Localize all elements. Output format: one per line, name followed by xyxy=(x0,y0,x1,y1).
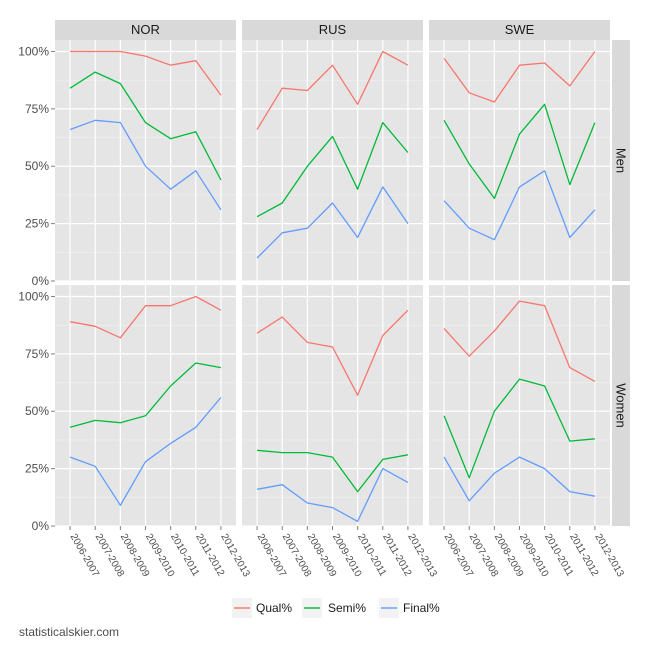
y-tick-label: 25% xyxy=(25,217,49,231)
facet-strip-rus xyxy=(242,20,423,40)
series-line-semi-swe-women xyxy=(443,378,595,479)
credit-text: statisticalskier.com xyxy=(19,625,119,639)
legend-label-semi: Semi% xyxy=(328,601,366,615)
facet-label-nor: NOR xyxy=(131,22,160,37)
y-tick-label: 25% xyxy=(25,462,49,476)
series-line-qual-swe-men xyxy=(443,51,596,103)
series-line-final-nor-women xyxy=(69,397,222,506)
y-tick-label: 50% xyxy=(25,404,49,418)
y-tick-label: 0% xyxy=(32,519,50,533)
facet-label-swe: SWE xyxy=(505,22,535,37)
facet-label-rus: RUS xyxy=(319,22,347,37)
series-line-qual-rus-women xyxy=(256,309,409,396)
series-line-qual-rus-men xyxy=(256,50,409,130)
facet-label-women: Women xyxy=(614,383,629,428)
facet-strip-men xyxy=(612,40,630,281)
legend-label-final: Final% xyxy=(403,601,440,615)
series-line-qual-nor-men xyxy=(70,50,222,96)
y-tick-label: 75% xyxy=(25,102,49,116)
series-line-final-swe-women xyxy=(443,456,596,502)
series-line-final-rus-women xyxy=(256,467,409,523)
series-line-final-swe-men xyxy=(443,170,596,241)
series-line-semi-rus-women xyxy=(257,449,409,493)
y-tick-label: 50% xyxy=(25,159,49,173)
facet-strip-nor xyxy=(55,20,236,40)
facet-strip-swe xyxy=(429,20,610,40)
series-line-qual-swe-women xyxy=(443,300,596,382)
series-line-qual-nor-women xyxy=(69,295,222,339)
series-line-semi-nor-women xyxy=(69,362,222,428)
series-line-final-rus-men xyxy=(256,186,409,259)
series-line-semi-swe-men xyxy=(443,103,596,200)
y-tick-label: 75% xyxy=(25,347,49,361)
series-line-semi-nor-men xyxy=(69,71,222,181)
facet-label-men: Men xyxy=(614,148,629,173)
y-tick-label: 100% xyxy=(18,44,49,58)
legend-label-qual: Qual% xyxy=(256,601,292,615)
series-line-final-nor-men xyxy=(69,119,222,211)
series-line-semi-rus-men xyxy=(256,121,409,218)
y-tick-label: 0% xyxy=(32,274,50,288)
y-tick-label: 100% xyxy=(18,289,49,303)
facet-strip-women xyxy=(612,285,630,526)
